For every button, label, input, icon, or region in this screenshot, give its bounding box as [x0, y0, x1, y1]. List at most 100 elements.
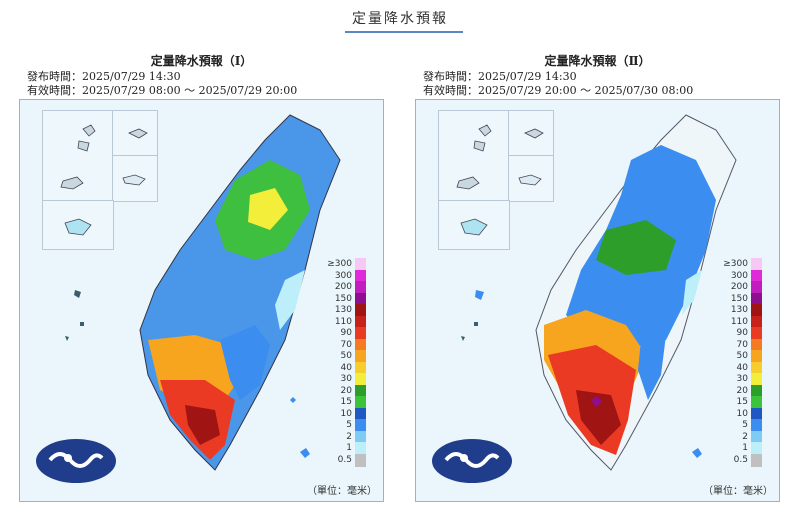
- legend-swatch: [355, 373, 366, 386]
- legend-label: 2: [346, 431, 352, 442]
- issue-time: 發布時間：2025/07/29 14:30: [423, 70, 577, 83]
- legend-item: 70: [318, 338, 368, 352]
- legend-swatch: [751, 442, 762, 455]
- valid-time: 有效時間：2025/07/29 20:00 ～ 2025/07/30 08:00: [423, 84, 694, 97]
- legend-label: 40: [736, 362, 748, 373]
- inset-matsu: [42, 110, 114, 202]
- unit-label: （單位：毫米）: [307, 486, 377, 497]
- legend-swatch: [751, 419, 762, 432]
- legend-label: 50: [736, 351, 748, 361]
- legend-label: 200: [334, 282, 352, 292]
- legend-swatch: [751, 396, 762, 409]
- legend-item: 20: [714, 384, 764, 398]
- legend-label: 20: [736, 385, 748, 396]
- legend-label: 110: [334, 316, 352, 327]
- legend-swatch: [355, 384, 366, 398]
- inset-matsu: [438, 110, 510, 202]
- legend-label: ≥300: [327, 259, 352, 269]
- legend-item: 0.5: [714, 453, 764, 467]
- unit-label: （單位：毫米）: [703, 486, 773, 497]
- title-underline: [345, 31, 463, 33]
- legend-item: 300: [318, 269, 368, 283]
- color-legend-2: ≥300 300 200 150 130 110 90 70 50 40 30 20 15 10 5 2 1 0.…: [714, 258, 764, 498]
- legend-swatch: [751, 407, 762, 421]
- legend-label: 15: [736, 397, 748, 407]
- legend-item: 150: [714, 292, 764, 306]
- taiwan-rain-map-2: [461, 114, 737, 471]
- legend-item: 15: [714, 396, 764, 409]
- legend-swatch: [355, 396, 366, 409]
- legend-swatch: [751, 430, 762, 444]
- legend-swatch: [751, 384, 762, 398]
- legend-item: 50: [318, 350, 368, 363]
- valid-time: 有效時間：2025/07/29 08:00 ～ 2025/07/29 20:00: [27, 84, 298, 97]
- color-legend-1: ≥300 300 200 150 130 110 90 70 50 40 30 20 15 10 5 2 1 0.…: [318, 258, 368, 498]
- legend-label: 150: [334, 293, 352, 304]
- legend-item: 200: [714, 281, 764, 294]
- legend-label: 5: [742, 420, 748, 430]
- legend-swatch: [355, 361, 366, 375]
- legend-item: 40: [714, 361, 764, 375]
- legend-item: 300: [714, 269, 764, 283]
- legend-label: 5: [346, 420, 352, 430]
- legend-item: 10: [714, 407, 764, 421]
- legend-label: 90: [340, 328, 352, 338]
- legend-swatch: [355, 350, 366, 363]
- legend-swatch: [355, 419, 366, 432]
- legend-label: 50: [340, 351, 352, 361]
- legend-swatch: [751, 338, 762, 352]
- panel-title: 定量降水預報（Ⅱ）: [544, 54, 651, 68]
- legend-item: 30: [318, 373, 368, 386]
- legend-item: 110: [714, 315, 764, 329]
- issue-time: 發布時間：2025/07/29 14:30: [27, 70, 181, 83]
- legend-label: 70: [340, 339, 352, 350]
- legend-label: 2: [742, 431, 748, 442]
- legend-label: 130: [730, 305, 748, 315]
- cwa-logo-icon: [36, 439, 116, 483]
- legend-swatch: [355, 281, 366, 294]
- inset-penghu: [42, 200, 114, 250]
- rainfall-map[interactable]: （單位：毫米）: [415, 99, 780, 502]
- legend-label: 1: [346, 443, 352, 453]
- legend-swatch: [751, 281, 762, 294]
- legend-swatch: [355, 442, 366, 455]
- legend-swatch: [751, 373, 762, 386]
- legend-swatch: [355, 292, 366, 306]
- legend-label: 40: [340, 362, 352, 373]
- legend-item: 0.5: [318, 453, 368, 467]
- legend-label: 20: [340, 385, 352, 396]
- legend-swatch: [355, 304, 366, 317]
- legend-swatch: [355, 430, 366, 444]
- legend-item: 50: [714, 350, 764, 363]
- legend-item: 15: [318, 396, 368, 409]
- legend-item: 2: [318, 430, 368, 444]
- cwa-logo-icon: [432, 439, 512, 483]
- legend-item: 20: [318, 384, 368, 398]
- rainfall-map[interactable]: （單位：毫米）: [19, 99, 384, 502]
- legend-swatch: [751, 315, 762, 329]
- legend-swatch: [751, 350, 762, 363]
- legend-item: 10: [318, 407, 368, 421]
- legend-swatch: [355, 315, 366, 329]
- legend-swatch: [355, 269, 366, 283]
- legend-item: 130: [714, 304, 764, 317]
- legend-item: 90: [318, 327, 368, 340]
- forecast-panel-2: 定量降水預報（Ⅱ） 發布時間：2025/07/29 14:30 有效時間：202…: [415, 48, 780, 503]
- legend-item: 5: [714, 419, 764, 432]
- legend-label: 0.5: [733, 454, 748, 465]
- inset-kinmen-north: [112, 110, 158, 157]
- legend-swatch: [355, 338, 366, 352]
- legend-item: 130: [318, 304, 368, 317]
- legend-swatch: [751, 327, 762, 340]
- legend-item: ≥300: [318, 258, 368, 271]
- legend-item: 200: [318, 281, 368, 294]
- taiwan-rain-map-1: [65, 114, 341, 471]
- legend-swatch: [751, 361, 762, 375]
- inset-penghu: [438, 200, 510, 250]
- legend-item: ≥300: [714, 258, 764, 271]
- legend-swatch: [355, 327, 366, 340]
- legend-item: 5: [318, 419, 368, 432]
- legend-label: 30: [340, 374, 352, 384]
- legend-item: 90: [714, 327, 764, 340]
- legend-label: 70: [736, 339, 748, 350]
